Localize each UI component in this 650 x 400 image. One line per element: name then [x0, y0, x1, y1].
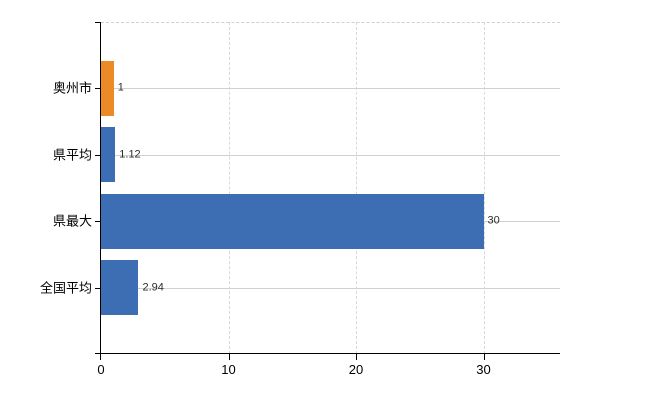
horizontal-gridline	[101, 88, 560, 90]
horizontal-gridline	[101, 287, 560, 289]
x-axis-tick	[356, 354, 357, 360]
y-axis-top-tick	[95, 22, 101, 23]
x-axis-line	[95, 353, 560, 354]
value-label-奥州市: 1	[117, 81, 124, 94]
horizontal-gridline	[101, 154, 560, 156]
bar-県平均	[101, 127, 115, 183]
category-label-県平均: 県平均	[52, 147, 92, 163]
x-tick-label-20: 20	[348, 362, 364, 377]
category-label-奥州市: 奥州市	[52, 80, 92, 96]
value-label-県平均: 1.12	[119, 148, 141, 161]
vertical-gridline	[483, 22, 485, 354]
bar-全国平均	[101, 260, 138, 316]
x-axis-tick	[228, 354, 230, 360]
vertical-gridline	[356, 22, 357, 354]
category-tick	[95, 88, 101, 90]
value-label-全国平均: 2.94	[142, 281, 164, 294]
vertical-gridline	[228, 22, 230, 354]
y-axis-line	[100, 22, 101, 360]
x-tick-label-0: 0	[97, 362, 105, 377]
value-label-県最大: 30	[487, 214, 500, 227]
x-axis-tick	[483, 354, 485, 360]
bar-県最大	[101, 193, 484, 249]
plot-top-border	[101, 22, 560, 23]
category-label-全国平均: 全国平均	[39, 280, 92, 296]
category-label-県最大: 県最大	[52, 213, 92, 229]
bar-奥州市	[101, 60, 114, 116]
x-tick-label-30: 30	[476, 362, 491, 377]
category-tick	[95, 221, 101, 223]
x-tick-label-10: 10	[221, 362, 236, 377]
category-tick	[95, 287, 101, 289]
category-tick	[95, 154, 101, 156]
